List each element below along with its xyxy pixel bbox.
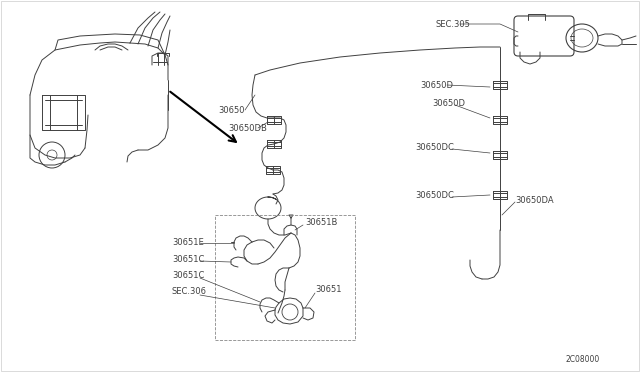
Text: 30651E: 30651E bbox=[172, 237, 204, 247]
Text: 30651C: 30651C bbox=[172, 272, 204, 280]
Text: 30650DA: 30650DA bbox=[515, 196, 554, 205]
Text: 30650DC: 30650DC bbox=[415, 190, 454, 199]
Text: 30651: 30651 bbox=[315, 285, 342, 295]
Text: 30650: 30650 bbox=[218, 106, 244, 115]
Text: SEC.306: SEC.306 bbox=[172, 288, 207, 296]
Text: 30651B: 30651B bbox=[305, 218, 337, 227]
Text: 30650DC: 30650DC bbox=[415, 142, 454, 151]
Text: 30650D: 30650D bbox=[432, 99, 465, 108]
Text: 2C08000: 2C08000 bbox=[565, 356, 599, 365]
Text: 30651C: 30651C bbox=[172, 256, 204, 264]
Text: SEC.305: SEC.305 bbox=[435, 19, 470, 29]
Text: 30650D: 30650D bbox=[420, 80, 453, 90]
Text: 30650DB: 30650DB bbox=[228, 124, 267, 132]
